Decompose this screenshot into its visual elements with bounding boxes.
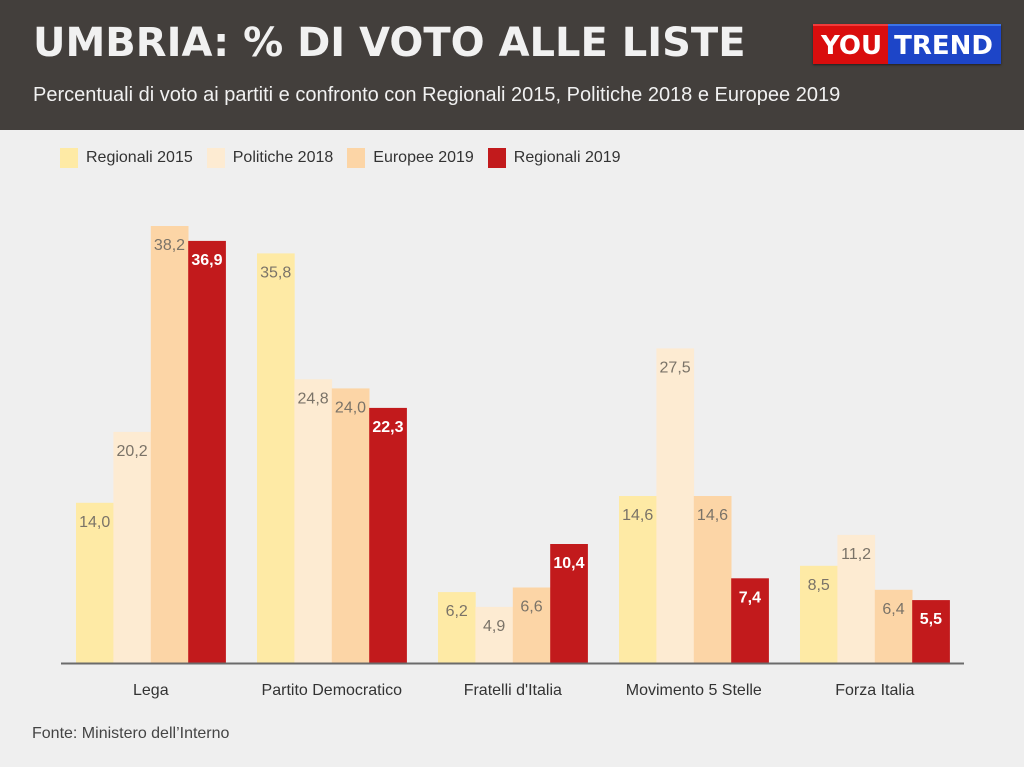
legend-label: Politiche 2018 — [232, 149, 334, 166]
bar — [512, 587, 551, 663]
chart-subtitle: Percentuali di voto ai partiti e confron… — [33, 84, 841, 106]
data-label: 24,8 — [298, 390, 329, 407]
bar — [874, 589, 913, 663]
bar — [800, 565, 838, 663]
legend: Regionali 2015 Politiche 2018 Europee 20… — [60, 148, 635, 168]
data-label: 24,0 — [335, 399, 366, 416]
data-label: 27,5 — [660, 359, 691, 376]
data-label: 6,6 — [520, 599, 542, 616]
bar — [837, 534, 876, 663]
bar — [294, 379, 333, 663]
bar — [331, 388, 370, 663]
bar — [438, 592, 476, 663]
data-label: 14,6 — [622, 507, 653, 524]
bar — [619, 496, 657, 663]
data-label: 36,9 — [191, 252, 222, 269]
data-label: 38,2 — [154, 237, 185, 254]
data-label: 8,5 — [808, 577, 830, 594]
chart-title: UMBRIA: % DI VOTO ALLE LISTE — [33, 20, 746, 66]
legend-label: Regionali 2019 — [513, 149, 621, 166]
bar — [656, 348, 695, 663]
bar — [257, 253, 295, 663]
category-label: Partito Democratico — [262, 682, 403, 699]
data-label: 14,0 — [79, 514, 110, 531]
legend-label: Regionali 2015 — [86, 149, 193, 166]
data-label: 22,3 — [372, 419, 403, 436]
logo-part-trend: TREND — [888, 24, 1001, 64]
data-label: 6,2 — [446, 603, 468, 620]
category-label: Fratelli d'Italia — [464, 682, 562, 699]
legend-swatch — [60, 148, 78, 168]
logo-part-you: YOU — [813, 24, 889, 64]
category-label: Forza Italia — [835, 682, 914, 699]
bar — [912, 600, 950, 663]
youtrend-logo: YOU TREND — [813, 24, 1001, 64]
data-label: 20,2 — [117, 443, 148, 460]
data-label: 35,8 — [260, 264, 291, 281]
legend-item-regionali-2015: Regionali 2015 — [60, 148, 193, 168]
category-label: Movimento 5 Stelle — [626, 682, 762, 699]
data-label: 4,9 — [483, 618, 505, 635]
data-label: 14,6 — [697, 507, 728, 524]
bar — [76, 502, 114, 663]
bar — [188, 240, 226, 663]
data-label: 5,5 — [920, 611, 942, 628]
bar — [369, 407, 407, 663]
header: UMBRIA: % DI VOTO ALLE LISTE Percentuali… — [0, 0, 1024, 130]
bar — [550, 544, 588, 663]
legend-swatch — [347, 148, 366, 168]
bar — [150, 226, 189, 663]
bar — [693, 496, 732, 663]
data-label: 6,4 — [882, 601, 904, 618]
bar — [113, 431, 152, 663]
data-label: 10,4 — [553, 555, 584, 572]
category-label: Lega — [133, 682, 169, 699]
legend-swatch — [487, 148, 506, 168]
legend-item-regionali-2019: Regionali 2019 — [487, 148, 621, 168]
source-note: Fonte: Ministero dell’Interno — [32, 725, 230, 742]
legend-item-europee-2019: Europee 2019 — [347, 148, 474, 168]
legend-label: Europee 2019 — [373, 149, 474, 166]
legend-item-politiche-2018: Politiche 2018 — [206, 148, 334, 168]
data-label: 11,2 — [841, 546, 871, 563]
bar — [731, 578, 769, 663]
bar — [475, 606, 514, 663]
data-label: 7,4 — [739, 589, 761, 606]
legend-swatch — [206, 148, 225, 168]
